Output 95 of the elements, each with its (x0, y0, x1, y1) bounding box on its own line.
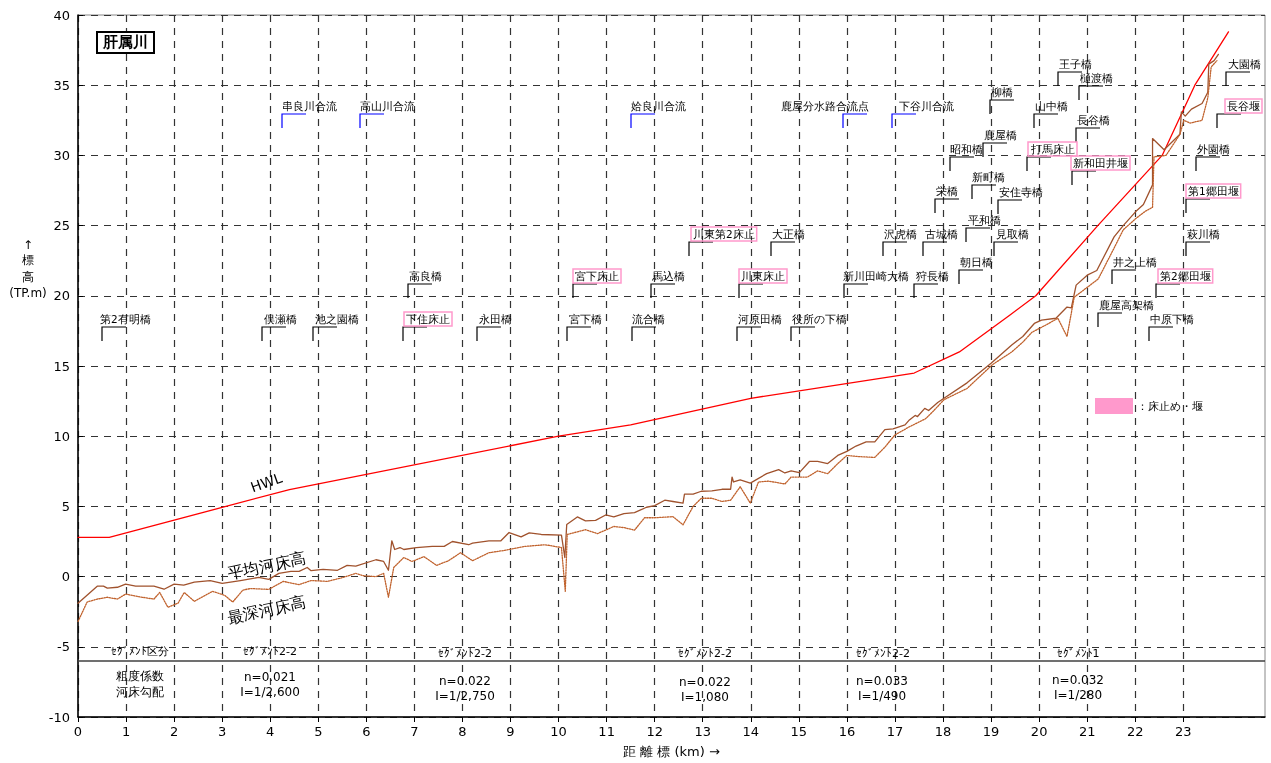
annotation: ｾｸﾞﾒﾝﾄ2-2 (678, 647, 732, 660)
y-tick-label: 10 (53, 428, 70, 444)
annotation: I=1/490 (857, 689, 907, 703)
x-tick-label: 10 (550, 724, 567, 739)
annotation: 見取橋 (996, 228, 1029, 240)
annotation: 役所の下橋 (792, 313, 847, 325)
x-tick-label: 0 (73, 724, 83, 739)
annotation: 串良川合流 (282, 100, 337, 112)
y-tick-label: 20 (53, 288, 70, 304)
annotation: 第2有明橋 (100, 313, 151, 325)
annotation: 長谷橋 (1077, 114, 1110, 126)
annotation: ｾｸﾞﾒﾝﾄ2-2 (856, 647, 910, 660)
annotation: 河床勾配 (116, 685, 164, 699)
x-tick-label: 13 (694, 724, 712, 739)
annotation: 朝日橋 (960, 256, 993, 268)
y-tick-label: 25 (53, 218, 70, 234)
y-tick-label: -5 (57, 639, 70, 655)
annotation: I=1/280 (1053, 688, 1103, 702)
annotation: 中原下橋 (1150, 313, 1194, 325)
x-tick-label: 18 (934, 724, 952, 739)
x-tick-label: 14 (742, 724, 760, 739)
x-tick-label: 5 (314, 724, 323, 739)
y-tick-label: 30 (53, 147, 70, 163)
x-tick-label: 22 (1126, 724, 1144, 739)
y-axis-title: ↑標高(TP.m) (9, 238, 47, 300)
annotation: I=1/2,750 (435, 689, 495, 703)
annotation: 樋渡橋 (1080, 72, 1113, 84)
annotation: 安住寺橋 (999, 186, 1043, 198)
annotation: 馬込橋 (651, 270, 685, 282)
annotation: 栄橋 (936, 185, 958, 197)
annotation: 昭和橋 (950, 143, 983, 155)
annotation: 宮下橋 (569, 313, 602, 325)
x-tick-label: 15 (790, 724, 808, 739)
annotation: I=1/2,600 (240, 685, 300, 699)
annotation: 狩長橋 (916, 270, 949, 282)
y-tick-label: -10 (48, 709, 70, 725)
x-tick-label: 17 (886, 724, 904, 739)
y-tick-label: 0 (61, 569, 70, 585)
x-tick-label: 20 (1030, 724, 1048, 739)
annotation: I=1,080 (681, 690, 729, 704)
annotation: 沢虎橋 (884, 228, 917, 240)
annotation: ｾｸﾞﾒﾝﾄ区分 (111, 645, 169, 658)
annotation: 永田橋 (479, 313, 512, 325)
annotation: 山中橋 (1035, 100, 1068, 112)
annotation: 俣瀬橋 (264, 313, 297, 325)
x-tick-label: 23 (1175, 724, 1192, 739)
annotation: ｾｸﾞﾒﾝﾄ2-2 (243, 645, 297, 658)
annotation: ：床止め・堰 (1137, 400, 1203, 413)
x-tick-label: 12 (646, 724, 663, 739)
annotation: 井之上橋 (1113, 256, 1157, 268)
annotation: n=0.022 (678, 675, 732, 689)
annotation: 新町橋 (972, 171, 1005, 183)
y-tick-label: 5 (61, 498, 70, 514)
text: 肝属川 (96, 31, 155, 54)
annotation: ｾｸﾞﾒﾝﾄ1 (1056, 647, 1100, 660)
annotation: 池之園橋 (315, 313, 359, 325)
x-tick-label: 8 (458, 724, 467, 739)
y-tick-label: 15 (53, 358, 70, 374)
annotation: n=0.032 (1051, 673, 1105, 687)
text: HWL (248, 469, 285, 496)
x-tick-label: 19 (982, 724, 1000, 739)
x-tick-label: 16 (838, 724, 856, 739)
y-tick-label: 35 (53, 77, 70, 93)
annotation: n=0.021 (243, 670, 297, 684)
x-tick-label: 9 (506, 724, 515, 739)
annotation: 大正橋 (772, 228, 805, 240)
x-tick-label: 6 (362, 724, 371, 739)
annotation: 河原田橋 (738, 313, 782, 325)
annotation: 流合橋 (632, 313, 665, 325)
annotation: ｾｸﾞﾒﾝﾄ2-2 (438, 647, 492, 660)
x-tick-label: 21 (1078, 724, 1096, 739)
annotation: 大園橋 (1228, 58, 1261, 70)
annotation: 外園橋 (1197, 143, 1230, 155)
x-tick-label: 7 (410, 724, 419, 739)
x-axis-title: 距 離 標 (km) → (623, 744, 720, 759)
x-tick-label: 1 (121, 724, 131, 739)
y-tick-label: 40 (53, 7, 70, 23)
x-tick-label: 11 (598, 724, 615, 739)
annotation: 王子橋 (1059, 58, 1092, 70)
text: 平均河床高 (225, 548, 308, 584)
annotation: 柳橋 (991, 86, 1013, 98)
x-tick-label: 3 (218, 724, 227, 739)
annotation: 古城橋 (925, 228, 958, 240)
annotation: 高良橋 (409, 270, 442, 282)
annotation: 粗度係数 (116, 669, 164, 683)
annotation: 萩川橋 (1187, 228, 1220, 240)
x-tick-label: 2 (169, 724, 179, 739)
x-tick-label: 4 (266, 724, 275, 739)
annotation: 平和橋 (968, 214, 1001, 226)
annotation: 新川田崎大橋 (843, 270, 909, 282)
text: 最深河床高 (225, 592, 308, 628)
annotation: 姶良川合流 (631, 100, 686, 112)
annotation: 高山川合流 (360, 100, 415, 112)
annotation: 鹿屋分水路合流点 (781, 100, 869, 112)
annotation: 下谷川合流 (899, 100, 954, 112)
